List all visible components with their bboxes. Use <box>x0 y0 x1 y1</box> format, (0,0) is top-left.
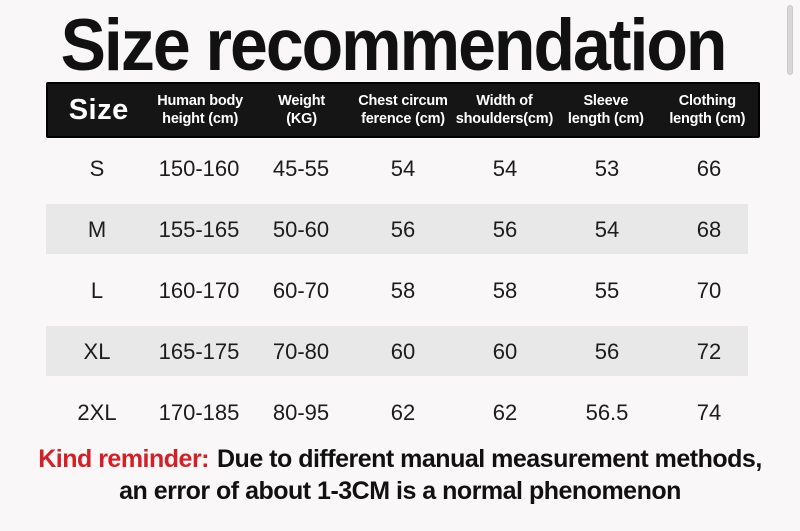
table-cell: 62 <box>492 399 518 425</box>
table-cell: 54 <box>594 216 620 242</box>
reminder-note: Kind reminder: Due to different manual me… <box>0 443 800 507</box>
table-row-s: S 150-160 45-55 54 54 53 66 <box>46 138 760 199</box>
table-row-2xl: 2XL 170-185 80-95 62 62 56.5 74 <box>46 382 760 443</box>
table-cell: 62 <box>390 399 416 425</box>
row-size-label: M <box>87 216 107 242</box>
row-size-label: XL <box>83 338 111 364</box>
table-cell: 54 <box>390 155 416 181</box>
reminder-line-2: an error of about 1-3CM is a normal phen… <box>119 477 681 505</box>
header-cell-height: Human body height (cm) <box>157 92 243 128</box>
table-cell: 50-60 <box>272 216 330 242</box>
page-title: Size recommendation <box>60 4 728 87</box>
header-cell-clothing: Clothing length (cm) <box>669 92 745 128</box>
table-cell: 66 <box>696 155 722 181</box>
header-cell-chest: Chest circum ference (cm) <box>358 92 448 128</box>
header-line: height (cm) <box>162 111 239 127</box>
table-cell: 80-95 <box>272 399 330 425</box>
table-cell: 54 <box>492 155 518 181</box>
table-row-l: L 160-170 60-70 58 58 55 70 <box>46 260 760 321</box>
table-cell: 70 <box>696 277 722 303</box>
header-line: Chest circum <box>358 92 448 109</box>
table-header: Size Human body height (cm) Weight (KG) … <box>46 82 760 138</box>
header-cell-weight: Weight (KG) <box>278 92 325 128</box>
header-line: Sleeve <box>583 92 629 109</box>
table-cell: 45-55 <box>272 155 330 181</box>
table-cell: 56 <box>390 216 416 242</box>
header-line: ference (cm) <box>361 111 445 127</box>
reminder-line-1: Kind reminder: Due to different manual me… <box>0 443 800 475</box>
table-cell: 72 <box>696 338 722 364</box>
table-cell: 160-170 <box>158 277 240 303</box>
table-cell: 56 <box>594 338 620 364</box>
reminder-text: Due to different manual measurement meth… <box>217 445 762 473</box>
table-cell: 165-175 <box>158 338 240 364</box>
table-cell: 58 <box>390 277 416 303</box>
table-cell: 58 <box>492 277 518 303</box>
scrollbar-thumb[interactable] <box>787 5 793 75</box>
header-line: length (cm) <box>669 111 746 127</box>
table-cell: 56.5 <box>585 399 629 425</box>
header-line: shoulders(cm) <box>455 111 554 127</box>
row-size-label: S <box>89 155 105 181</box>
table-cell: 60 <box>390 338 416 364</box>
header-line: length (cm) <box>567 111 644 127</box>
header-line: (KG) <box>286 111 317 127</box>
table-cell: 70-80 <box>272 338 330 364</box>
header-cell-size: Size <box>68 93 129 126</box>
header-line: Clothing <box>678 92 736 109</box>
table-row-xl: XL 165-175 70-80 60 60 56 72 <box>46 321 760 382</box>
table-cell: 56 <box>492 216 518 242</box>
table-cell: 74 <box>696 399 722 425</box>
header-line: Width of <box>476 92 533 109</box>
header-cell-sleeve: Sleeve length (cm) <box>568 92 644 128</box>
table-cell: 55 <box>594 277 620 303</box>
table-cell: 150-160 <box>158 155 240 181</box>
table-cell: 60 <box>492 338 518 364</box>
table-cell: 68 <box>696 216 722 242</box>
table-body: S 150-160 45-55 54 54 53 66 M 155-165 50… <box>46 138 760 443</box>
row-size-label: 2XL <box>77 399 117 425</box>
table-cell: 53 <box>594 155 620 181</box>
row-size-label: L <box>90 277 104 303</box>
table-cell: 60-70 <box>272 277 330 303</box>
table-cell: 170-185 <box>158 399 240 425</box>
header-line: Weight <box>278 92 325 109</box>
size-table: Size Human body height (cm) Weight (KG) … <box>46 82 760 443</box>
reminder-label: Kind reminder: <box>38 445 209 473</box>
table-cell: 155-165 <box>158 216 240 242</box>
table-row-m: M 155-165 50-60 56 56 54 68 <box>46 199 760 260</box>
header-line: Human body <box>157 92 244 109</box>
header-cell-shoulders: Width of shoulders(cm) <box>455 92 554 128</box>
